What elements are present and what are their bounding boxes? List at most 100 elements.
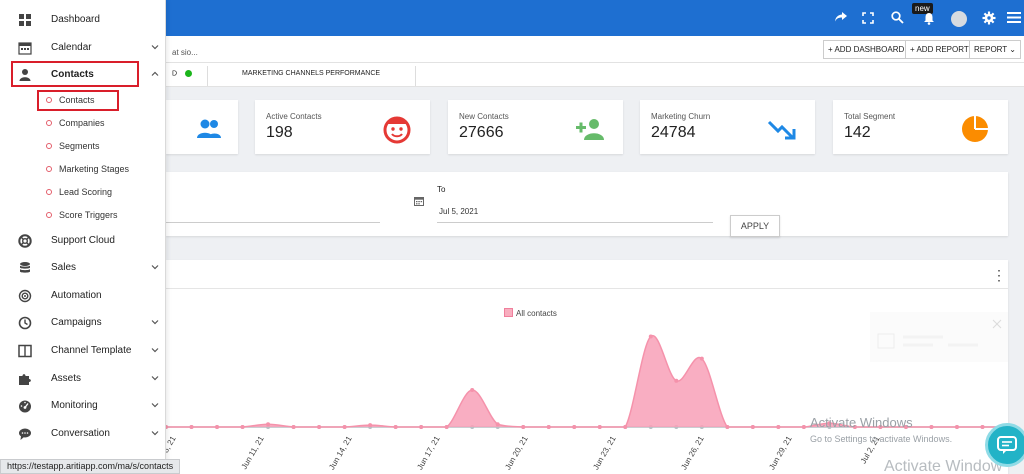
card-label: New Contacts	[459, 112, 509, 121]
report-dropdown-button[interactable]: REPORT ⌄	[969, 40, 1021, 59]
add-dashboard-button[interactable]: + ADD DASHBOARD	[823, 40, 910, 59]
to-date-field[interactable]	[437, 222, 713, 223]
from-date-field[interactable]	[166, 222, 380, 223]
highlight-box-subitem-contacts	[37, 90, 119, 111]
sidebar-item-monitoring[interactable]: Monitoring	[0, 395, 166, 417]
tab-active-dashboard[interactable]: D	[172, 70, 193, 78]
data-point[interactable]	[725, 425, 730, 429]
sidebar-item-support-cloud[interactable]: Support Cloud	[0, 230, 166, 252]
fullscreen-icon[interactable]	[862, 12, 874, 24]
sidebar-item-dashboard[interactable]: Dashboard	[0, 9, 166, 31]
data-point[interactable]	[878, 425, 883, 429]
sidebar-item-sales[interactable]: Sales	[0, 257, 166, 279]
top-bar: new	[0, 0, 1024, 36]
stat-card-contacts	[166, 100, 238, 154]
bell-icon[interactable]	[923, 12, 935, 25]
sidebar-item-channel-template[interactable]: Channel Template	[0, 340, 166, 362]
sidebar-subitem-label: Score Triggers	[59, 210, 118, 220]
hamburger-menu-icon[interactable]	[1007, 12, 1021, 23]
data-point[interactable]	[166, 425, 168, 429]
data-point[interactable]	[572, 425, 577, 429]
data-point[interactable]	[648, 334, 653, 339]
data-point[interactable]	[750, 425, 755, 429]
chevron-down-icon	[151, 320, 159, 325]
card-value: 27666	[459, 124, 504, 141]
data-point[interactable]	[521, 425, 526, 429]
chart-header-divider	[166, 288, 1008, 289]
sidebar-subitem-label: Segments	[59, 141, 100, 151]
date-filter-panel: To Jul 5, 2021	[166, 172, 1008, 236]
sidebar-item-automation[interactable]: Automation	[0, 285, 166, 307]
data-point[interactable]	[623, 425, 628, 429]
add-user-icon	[576, 119, 604, 140]
sidebar-item-label: Dashboard	[51, 14, 100, 25]
data-point[interactable]	[546, 425, 551, 429]
sidebar-item-label: Channel Template	[51, 345, 132, 356]
data-point[interactable]	[903, 425, 908, 429]
data-point[interactable]	[215, 425, 220, 429]
tab-marketing-channels-performance[interactable]: MARKETING CHANNELS PERFORMANCE	[242, 70, 381, 77]
sidebar-item-campaigns[interactable]: Campaigns	[0, 312, 166, 334]
add-report-button[interactable]: + ADD REPORT	[905, 40, 974, 59]
data-point[interactable]	[699, 356, 704, 361]
search-icon[interactable]	[891, 11, 904, 24]
data-point[interactable]	[342, 425, 347, 429]
data-point[interactable]	[266, 422, 271, 427]
more-options-icon[interactable]: ⋮	[992, 267, 1006, 283]
x-tick-label: Jun 20, 21	[503, 434, 530, 471]
data-point[interactable]	[954, 425, 959, 429]
data-point[interactable]	[393, 425, 398, 429]
dashboard-name-truncated: at sio...	[172, 48, 198, 57]
data-point[interactable]	[827, 421, 832, 426]
to-date-value[interactable]: Jul 5, 2021	[439, 207, 479, 216]
data-point[interactable]	[980, 425, 985, 429]
bullet-circle-icon	[46, 166, 52, 172]
apply-button[interactable]: APPLY	[730, 215, 780, 237]
sidebar-subitem-label: Companies	[59, 118, 105, 128]
new-badge: new	[912, 3, 933, 14]
sidebar-item-assets[interactable]: Assets	[0, 368, 166, 390]
data-point[interactable]	[852, 425, 857, 429]
x-tick-label: Jun 29, 21	[767, 434, 794, 471]
data-point[interactable]	[317, 425, 322, 429]
users-icon	[197, 119, 221, 138]
calendar-icon[interactable]	[414, 196, 424, 206]
data-point[interactable]	[189, 425, 194, 429]
sidebar-subitem-label: Marketing Stages	[59, 164, 130, 174]
data-point[interactable]	[674, 378, 679, 383]
share-icon[interactable]	[834, 11, 848, 23]
data-point[interactable]	[929, 425, 934, 429]
stat-card-total-segment: Total Segment 142	[833, 100, 1008, 154]
data-point[interactable]	[444, 425, 449, 429]
sidebar-item-conversation[interactable]: Conversation	[0, 423, 166, 445]
data-point[interactable]	[776, 425, 781, 429]
stat-card-active-contacts: Active Contacts 198	[255, 100, 430, 154]
chat-icon	[19, 428, 31, 440]
bullet-circle-icon	[46, 143, 52, 149]
stat-card-new-contacts: New Contacts 27666	[448, 100, 623, 154]
data-point[interactable]	[495, 422, 500, 427]
data-point[interactable]	[597, 425, 602, 429]
data-point[interactable]	[291, 425, 296, 429]
report-label: REPORT	[974, 45, 1008, 54]
chat-support-button[interactable]	[985, 423, 1024, 467]
sidebar-item-calendar[interactable]: Calendar	[0, 37, 166, 59]
avatar[interactable]	[951, 11, 967, 27]
sidebar-item-label: Assets	[51, 373, 82, 384]
data-point[interactable]	[419, 425, 424, 429]
card-label: Total Segment	[844, 112, 896, 121]
gear-icon[interactable]	[982, 11, 996, 25]
tab-label: D	[172, 70, 178, 78]
x-tick-label: Jun 26, 21	[679, 434, 706, 471]
x-tick-label: Jun 23, 21	[591, 434, 618, 471]
data-point[interactable]	[240, 425, 245, 429]
data-point[interactable]	[801, 425, 806, 429]
card-value: 198	[266, 124, 293, 141]
data-point[interactable]	[470, 388, 475, 393]
data-point[interactable]	[368, 423, 373, 428]
sidebar-item-contacts[interactable]: Contacts	[0, 64, 166, 86]
activate-windows-subtitle: Go to Settings to activate Windows.	[810, 434, 953, 444]
faded-chart-overlay	[870, 312, 1008, 362]
bullet-circle-icon	[46, 189, 52, 195]
chart-legend[interactable]: All contacts	[504, 308, 557, 318]
